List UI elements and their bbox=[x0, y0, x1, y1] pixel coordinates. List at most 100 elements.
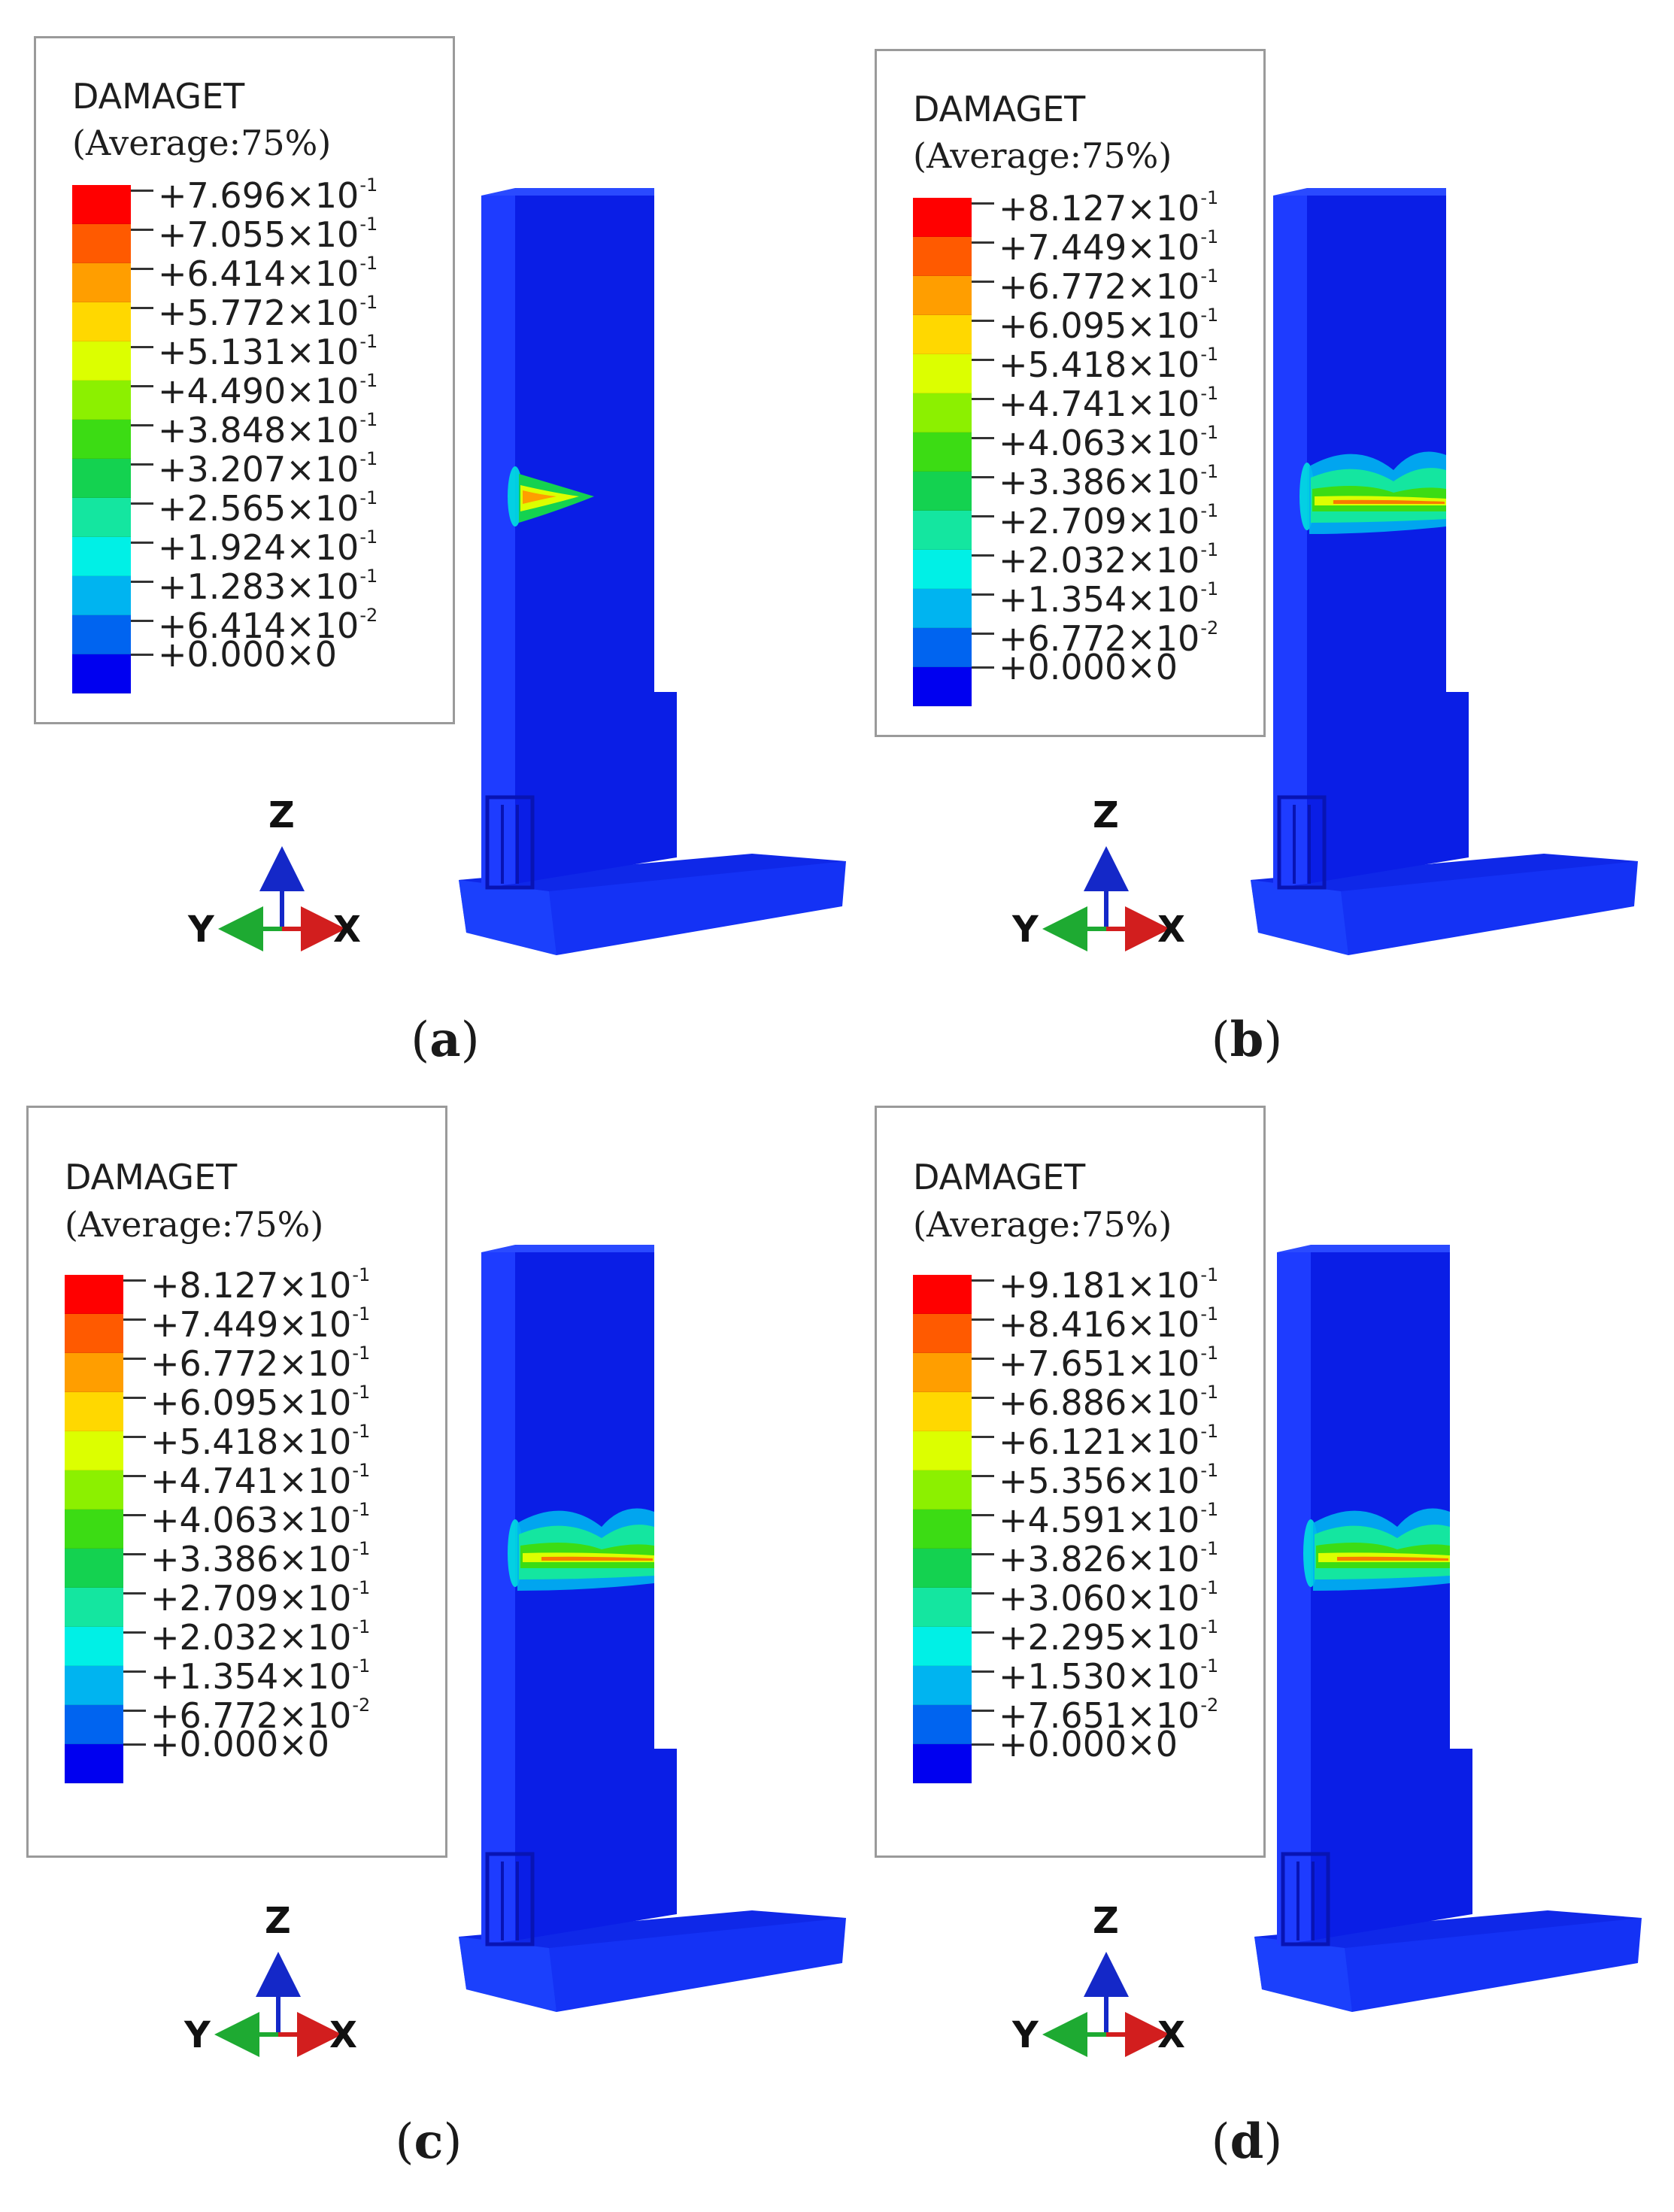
tick-mark bbox=[131, 384, 153, 387]
colorbar-swatch bbox=[72, 302, 131, 341]
tick-mantissa: +4.741×10 bbox=[150, 1461, 352, 1501]
z-axis-label: Z bbox=[268, 797, 295, 836]
tick-exponent: -1 bbox=[359, 214, 378, 235]
panel-caption: (d) bbox=[1211, 2113, 1283, 2170]
colorbar-tick-label: +8.416×10-1 bbox=[972, 1294, 1218, 1344]
tick-mantissa: +9.181×10 bbox=[999, 1265, 1200, 1306]
colorbar-swatch bbox=[913, 1588, 972, 1627]
colorbar-tick-label: +6.772×10-2 bbox=[123, 1686, 370, 1735]
tower-front-face bbox=[1311, 1252, 1472, 1940]
colorbar-swatch bbox=[913, 1510, 972, 1549]
tick-mark bbox=[972, 202, 994, 205]
y-axis-label: Y bbox=[1011, 909, 1039, 951]
colorbar-tick-label: +0.000×0 bbox=[123, 1725, 329, 1764]
tick-mark bbox=[972, 666, 994, 669]
tick-exponent: -1 bbox=[1200, 187, 1219, 208]
tick-value: +1.283×10-1 bbox=[158, 566, 378, 607]
tick-value: +1.924×10-1 bbox=[158, 526, 378, 568]
tick-mark bbox=[131, 463, 153, 466]
colorbar-tick-label: +1.354×10-1 bbox=[123, 1646, 370, 1696]
colorbar-swatch bbox=[913, 589, 972, 628]
tick-exponent: -1 bbox=[359, 409, 378, 430]
tick-value: +2.032×10-1 bbox=[150, 1616, 370, 1658]
tick-mantissa: +5.131×10 bbox=[158, 332, 359, 372]
colorbar-swatch bbox=[913, 276, 972, 315]
tick-exponent: -1 bbox=[1200, 1538, 1219, 1559]
tick-value: +1.354×10-1 bbox=[999, 578, 1218, 620]
tick-value: +4.063×10-1 bbox=[150, 1499, 370, 1540]
y-axis-label: Y bbox=[1011, 2014, 1039, 2056]
tick-exponent: -1 bbox=[1200, 1577, 1219, 1598]
damage-band bbox=[1303, 1508, 1450, 1591]
legend: DAMAGET (Average:75%) +9.181×10-1 +8.416×… bbox=[875, 1106, 1266, 1858]
colorbar-swatch bbox=[65, 1275, 123, 1314]
tick-value: +6.414×10-1 bbox=[158, 253, 378, 294]
legend-subtitle: (Average:75%) bbox=[913, 1204, 1172, 1245]
tick-mark bbox=[131, 345, 153, 348]
colorbar-tick-label: +3.826×10-1 bbox=[972, 1529, 1218, 1579]
tick-value: +3.207×10-1 bbox=[158, 448, 378, 490]
colorbar-tick-label: +5.356×10-1 bbox=[972, 1451, 1218, 1500]
tick-mantissa: +5.356×10 bbox=[999, 1461, 1200, 1501]
tick-value: +6.772×10-1 bbox=[999, 266, 1218, 307]
colorbar-swatch bbox=[913, 393, 972, 432]
tick-mark bbox=[972, 319, 994, 322]
tick-exponent: -1 bbox=[359, 448, 378, 469]
tick-exponent: -1 bbox=[1200, 500, 1219, 521]
panel-caption: (c) bbox=[395, 2113, 462, 2170]
colorbar-swatch bbox=[913, 432, 972, 472]
tick-mantissa: +0.000×0 bbox=[150, 1724, 330, 1764]
tick-mark bbox=[131, 189, 153, 192]
tick-exponent: -1 bbox=[359, 174, 378, 196]
tick-mantissa: +7.055×10 bbox=[158, 214, 359, 255]
colorbar-tick-label: +6.095×10-1 bbox=[972, 296, 1218, 345]
tick-mantissa: +5.418×10 bbox=[999, 344, 1200, 385]
colorbar-tick-label: +2.032×10-1 bbox=[972, 530, 1218, 580]
legend-title: DAMAGET bbox=[65, 1157, 238, 1197]
colorbar-swatch bbox=[72, 615, 131, 654]
colorbar-swatch bbox=[65, 1627, 123, 1666]
tick-value: +7.651×10-2 bbox=[999, 1695, 1218, 1736]
tick-mantissa: +6.414×10 bbox=[158, 605, 359, 646]
tick-value: +5.772×10-1 bbox=[158, 292, 378, 333]
tick-value: +3.060×10-1 bbox=[999, 1577, 1219, 1619]
colorbar-swatch bbox=[913, 1470, 972, 1510]
tick-mantissa: +3.207×10 bbox=[158, 449, 359, 490]
tick-mantissa: +1.354×10 bbox=[150, 1656, 352, 1697]
colorbar-swatch bbox=[65, 1549, 123, 1588]
tick-mark bbox=[123, 1279, 146, 1282]
colorbar-swatch bbox=[72, 224, 131, 263]
tick-value: +5.418×10-1 bbox=[150, 1421, 370, 1462]
tick-exponent: -1 bbox=[1200, 1264, 1219, 1285]
colorbar-swatch bbox=[913, 315, 972, 354]
legend-title: DAMAGET bbox=[913, 1157, 1086, 1197]
colorbar-swatch bbox=[913, 198, 972, 237]
tower-side-face bbox=[1277, 1252, 1311, 1944]
z-axis-label: Z bbox=[1093, 797, 1119, 836]
colorbar-swatch bbox=[913, 550, 972, 589]
colorbar-tick-label: +1.924×10-1 bbox=[131, 517, 378, 567]
tick-mantissa: +4.063×10 bbox=[999, 423, 1200, 463]
colorbar-swatch bbox=[913, 1549, 972, 1588]
tick-mark bbox=[131, 267, 153, 270]
colorbar-tick-label: +7.449×10-1 bbox=[123, 1294, 370, 1344]
tick-mark bbox=[131, 619, 153, 622]
tick-value: +7.696×10-1 bbox=[158, 174, 378, 216]
tick-value: +4.741×10-1 bbox=[999, 383, 1218, 424]
tick-exponent: -2 bbox=[1200, 1695, 1219, 1716]
tick-mantissa: +1.924×10 bbox=[158, 527, 359, 568]
tick-exponent: -1 bbox=[1200, 539, 1219, 560]
tick-exponent: -1 bbox=[1200, 1343, 1219, 1364]
tick-value: +3.826×10-1 bbox=[999, 1538, 1219, 1579]
colorbar-swatch bbox=[913, 1705, 972, 1744]
colorbar-swatch bbox=[65, 1353, 123, 1392]
colorbar-swatch bbox=[72, 263, 131, 302]
tick-mark bbox=[972, 1474, 994, 1477]
tick-mantissa: +2.709×10 bbox=[150, 1578, 352, 1619]
colorbar-swatch bbox=[913, 354, 972, 393]
colorbar-tick-label: +3.060×10-1 bbox=[972, 1568, 1218, 1618]
colorbar-tick-label: +6.772×10-2 bbox=[972, 608, 1218, 658]
colorbar-swatch bbox=[913, 1275, 972, 1314]
tick-value: +2.032×10-1 bbox=[999, 539, 1219, 581]
colorbar-tick-label: +4.063×10-1 bbox=[123, 1490, 370, 1540]
